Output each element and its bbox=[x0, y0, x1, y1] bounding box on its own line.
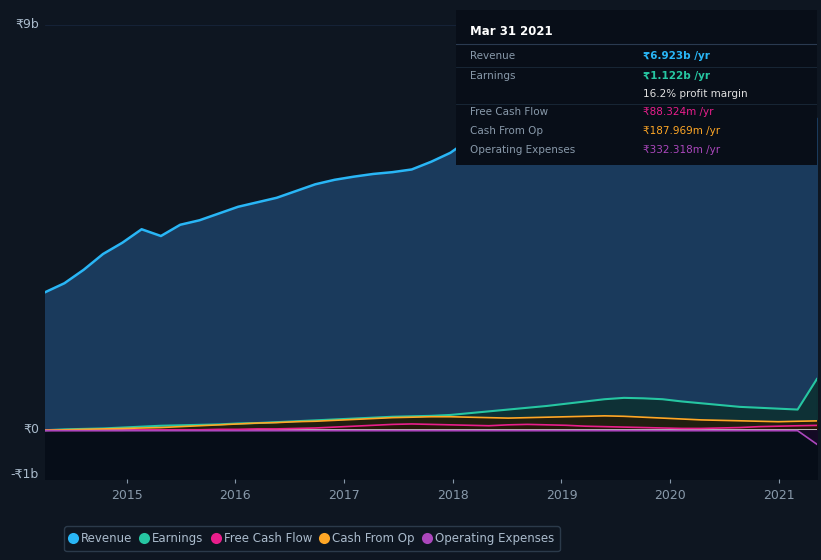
Text: ₹187.969m /yr: ₹187.969m /yr bbox=[644, 126, 721, 136]
Text: ₹0: ₹0 bbox=[23, 423, 39, 436]
Text: Mar 31 2021: Mar 31 2021 bbox=[470, 25, 553, 38]
Text: -₹1b: -₹1b bbox=[11, 468, 39, 481]
Text: Cash From Op: Cash From Op bbox=[470, 126, 544, 136]
Legend: Revenue, Earnings, Free Cash Flow, Cash From Op, Operating Expenses: Revenue, Earnings, Free Cash Flow, Cash … bbox=[64, 526, 560, 551]
Text: Free Cash Flow: Free Cash Flow bbox=[470, 108, 548, 117]
Text: ₹332.318m /yr: ₹332.318m /yr bbox=[644, 144, 721, 155]
Text: 16.2% profit margin: 16.2% profit margin bbox=[644, 88, 748, 99]
Text: Operating Expenses: Operating Expenses bbox=[470, 144, 576, 155]
Text: ₹1.122b /yr: ₹1.122b /yr bbox=[644, 72, 710, 81]
Text: Earnings: Earnings bbox=[470, 72, 516, 81]
Text: Revenue: Revenue bbox=[470, 51, 516, 61]
Text: ₹9b: ₹9b bbox=[16, 18, 39, 31]
Text: ₹6.923b /yr: ₹6.923b /yr bbox=[644, 51, 710, 61]
Text: ₹88.324m /yr: ₹88.324m /yr bbox=[644, 108, 714, 117]
